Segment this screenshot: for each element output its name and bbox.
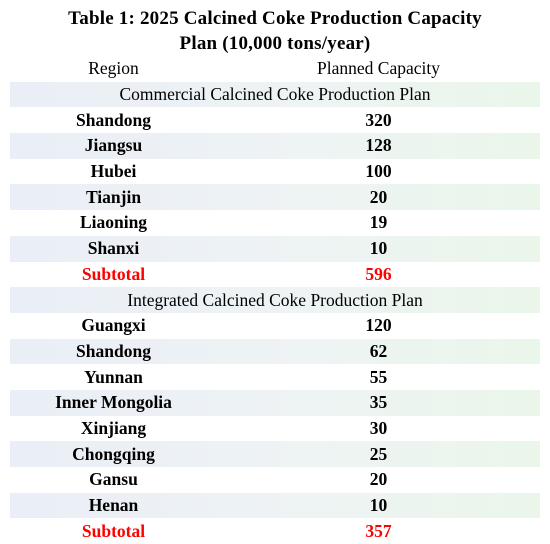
capacity-cell: 128 — [365, 135, 392, 156]
table-header-row: Region Planned Capacity — [10, 56, 540, 82]
region-cell: Jiangsu — [84, 135, 143, 156]
table-row: Gansu 20 — [10, 467, 540, 493]
table-row: Shanxi 10 — [10, 235, 540, 262]
table-row: Guangxi 120 — [10, 313, 540, 339]
region-cell: Shandong — [76, 340, 151, 361]
region-cell: Chongqing — [72, 443, 155, 464]
capacity-cell: 320 — [365, 109, 392, 130]
section-header-commercial: Commercial Calcined Coke Production Plan — [10, 81, 540, 108]
capacity-cell: 35 — [369, 392, 388, 413]
section-title: Integrated Calcined Coke Production Plan — [127, 289, 423, 310]
capacity-cell: 100 — [365, 161, 392, 182]
region-cell: Hubei — [90, 161, 137, 182]
capacity-cell: 10 — [369, 238, 388, 259]
table-row: Chongqing 25 — [10, 441, 540, 467]
region-cell: Yunnan — [84, 366, 143, 387]
header-region: Region — [88, 58, 139, 79]
region-cell: Guangxi — [81, 315, 146, 336]
table-row: Liaoning 19 — [10, 210, 540, 236]
capacity-cell: 120 — [365, 315, 392, 336]
table-row: Jiangsu 128 — [10, 133, 540, 159]
table-row: Shandong 62 — [10, 338, 540, 365]
region-cell: Shanxi — [87, 238, 140, 259]
table-row: Henan 10 — [10, 492, 540, 519]
capacity-cell: 20 — [369, 469, 388, 490]
region-cell: Inner Mongolia — [55, 392, 172, 413]
subtotal-row-commercial: Subtotal 596 — [10, 262, 540, 288]
header-capacity: Planned Capacity — [317, 58, 440, 79]
table-row: Yunnan 55 — [10, 364, 540, 390]
table-row: Shandong 320 — [10, 107, 540, 133]
capacity-cell: 20 — [369, 186, 388, 207]
region-cell: Xinjiang — [80, 417, 147, 438]
capacity-table: Region Planned Capacity Commercial Calci… — [10, 56, 540, 544]
subtotal-row-integrated: Subtotal 357 — [10, 518, 540, 544]
table-row: Inner Mongolia 35 — [10, 389, 540, 416]
section-header-integrated: Integrated Calcined Coke Production Plan — [10, 287, 540, 313]
region-cell: Henan — [88, 495, 139, 516]
table-title: Table 1: 2025 Calcined Coke Production C… — [0, 6, 550, 56]
section-title: Commercial Calcined Coke Production Plan — [119, 84, 431, 105]
region-cell: Shandong — [76, 109, 151, 130]
capacity-cell: 55 — [369, 366, 388, 387]
capacity-cell: 62 — [369, 340, 388, 361]
table-title-line-2: Plan (10,000 tons/year) — [179, 33, 371, 54]
subtotal-label: Subtotal — [81, 263, 146, 284]
table-row: Hubei 100 — [10, 159, 540, 185]
subtotal-value: 596 — [365, 263, 392, 284]
region-cell: Tianjin — [85, 186, 142, 207]
capacity-cell: 30 — [369, 417, 388, 438]
subtotal-value: 357 — [365, 520, 392, 541]
capacity-cell: 19 — [369, 212, 388, 233]
region-cell: Liaoning — [79, 212, 148, 233]
table-row: Tianjin 20 — [10, 184, 540, 211]
region-cell: Gansu — [89, 469, 138, 490]
capacity-cell: 25 — [369, 443, 388, 464]
subtotal-label: Subtotal — [81, 520, 146, 541]
table-row: Xinjiang 30 — [10, 416, 540, 442]
table-title-line-1: Table 1: 2025 Calcined Coke Production C… — [68, 8, 482, 29]
capacity-cell: 10 — [369, 495, 388, 516]
